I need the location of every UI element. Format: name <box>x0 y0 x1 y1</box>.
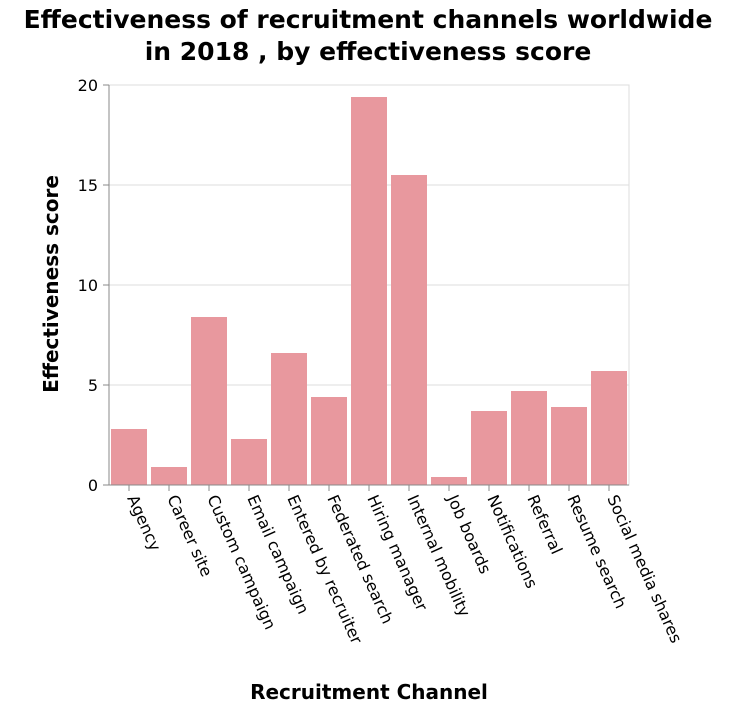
x-tick-label: Referral <box>523 492 566 557</box>
bar <box>551 407 587 485</box>
y-tick-label: 10 <box>78 276 98 295</box>
y-tick-label: 15 <box>78 176 98 195</box>
bar <box>471 411 507 485</box>
bar <box>311 397 347 485</box>
y-axis-ticks: 0 5 10 15 20 <box>78 76 109 495</box>
bars <box>111 97 627 485</box>
bar <box>271 353 307 485</box>
x-axis-title: Recruitment Channel <box>250 680 488 704</box>
bar <box>111 429 147 485</box>
bar <box>391 175 427 485</box>
chart-title-line-2: in 2018 , by effectiveness score <box>145 37 592 66</box>
x-tick-label: Agency <box>123 492 165 554</box>
y-tick-label: 0 <box>88 476 98 495</box>
bar <box>591 371 627 485</box>
bar <box>351 97 387 485</box>
y-tick-label: 20 <box>78 76 98 95</box>
y-tick-label: 5 <box>88 376 98 395</box>
bar <box>151 467 187 485</box>
bar <box>231 439 267 485</box>
bar <box>431 477 467 485</box>
bar <box>511 391 547 485</box>
bar <box>191 317 227 485</box>
y-axis-title: Effectiveness score <box>39 175 63 393</box>
chart-title-line-1: Effectiveness of recruitment channels wo… <box>24 5 713 34</box>
